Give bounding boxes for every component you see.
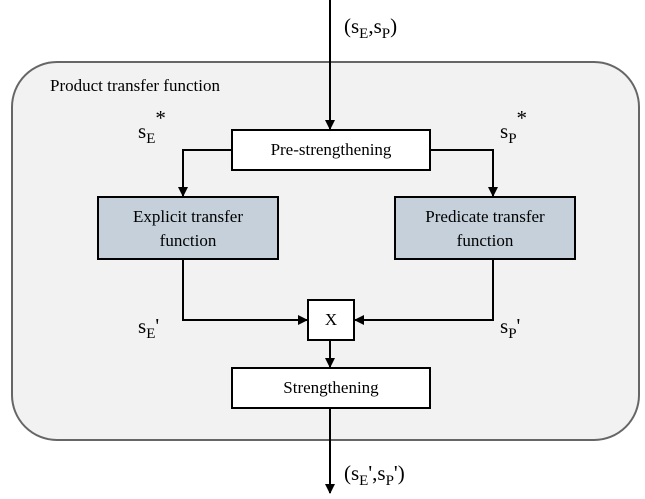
edge [354,259,494,325]
output-label: (sE',sP') [344,461,405,489]
label-part: s [138,314,146,338]
node-box [231,129,431,171]
label-part: ,s [368,14,381,38]
edge-label: sP' [500,314,520,342]
edge-label: sE* [138,106,166,147]
label-sub: P [382,26,390,42]
label-sub: P [508,131,516,147]
label-sub: E [146,326,155,342]
edge-label: sE' [138,314,159,342]
label-part: s [500,119,508,143]
edge [178,149,232,197]
node-label: Predicate transfer [425,207,545,226]
node-box [231,367,431,409]
container-title: Product transfer function [50,76,220,95]
label-sub: P [508,326,516,342]
label-sub: E [146,131,155,147]
node-box [97,196,279,260]
node-label: function [457,231,514,250]
label-sub: P [386,473,394,489]
label-part: ',s [368,461,385,485]
node-label: Explicit transfer [133,207,243,226]
label-part: ') [394,461,405,485]
label-sub: E [359,26,368,42]
label-part: s [138,119,146,143]
label-part: ' [517,314,521,338]
node-box [307,299,355,341]
node-label: Pre-strengthening [271,140,392,159]
label-sup: * [517,106,528,130]
label-sup: * [155,106,166,130]
node-box [394,196,576,260]
node-label: X [325,310,337,329]
label-part: ) [390,14,397,38]
node-label: Strengthening [283,378,379,397]
edge-label: sP* [500,106,527,147]
label-part: (s [344,461,359,485]
label-part: s [500,314,508,338]
edge [182,259,308,325]
input-label: (sE,sP) [344,14,397,42]
container [11,61,640,441]
label-part: (s [344,14,359,38]
label-part: ' [155,314,159,338]
node-label: function [160,231,217,250]
edge [430,149,498,197]
label-sub: E [359,473,368,489]
